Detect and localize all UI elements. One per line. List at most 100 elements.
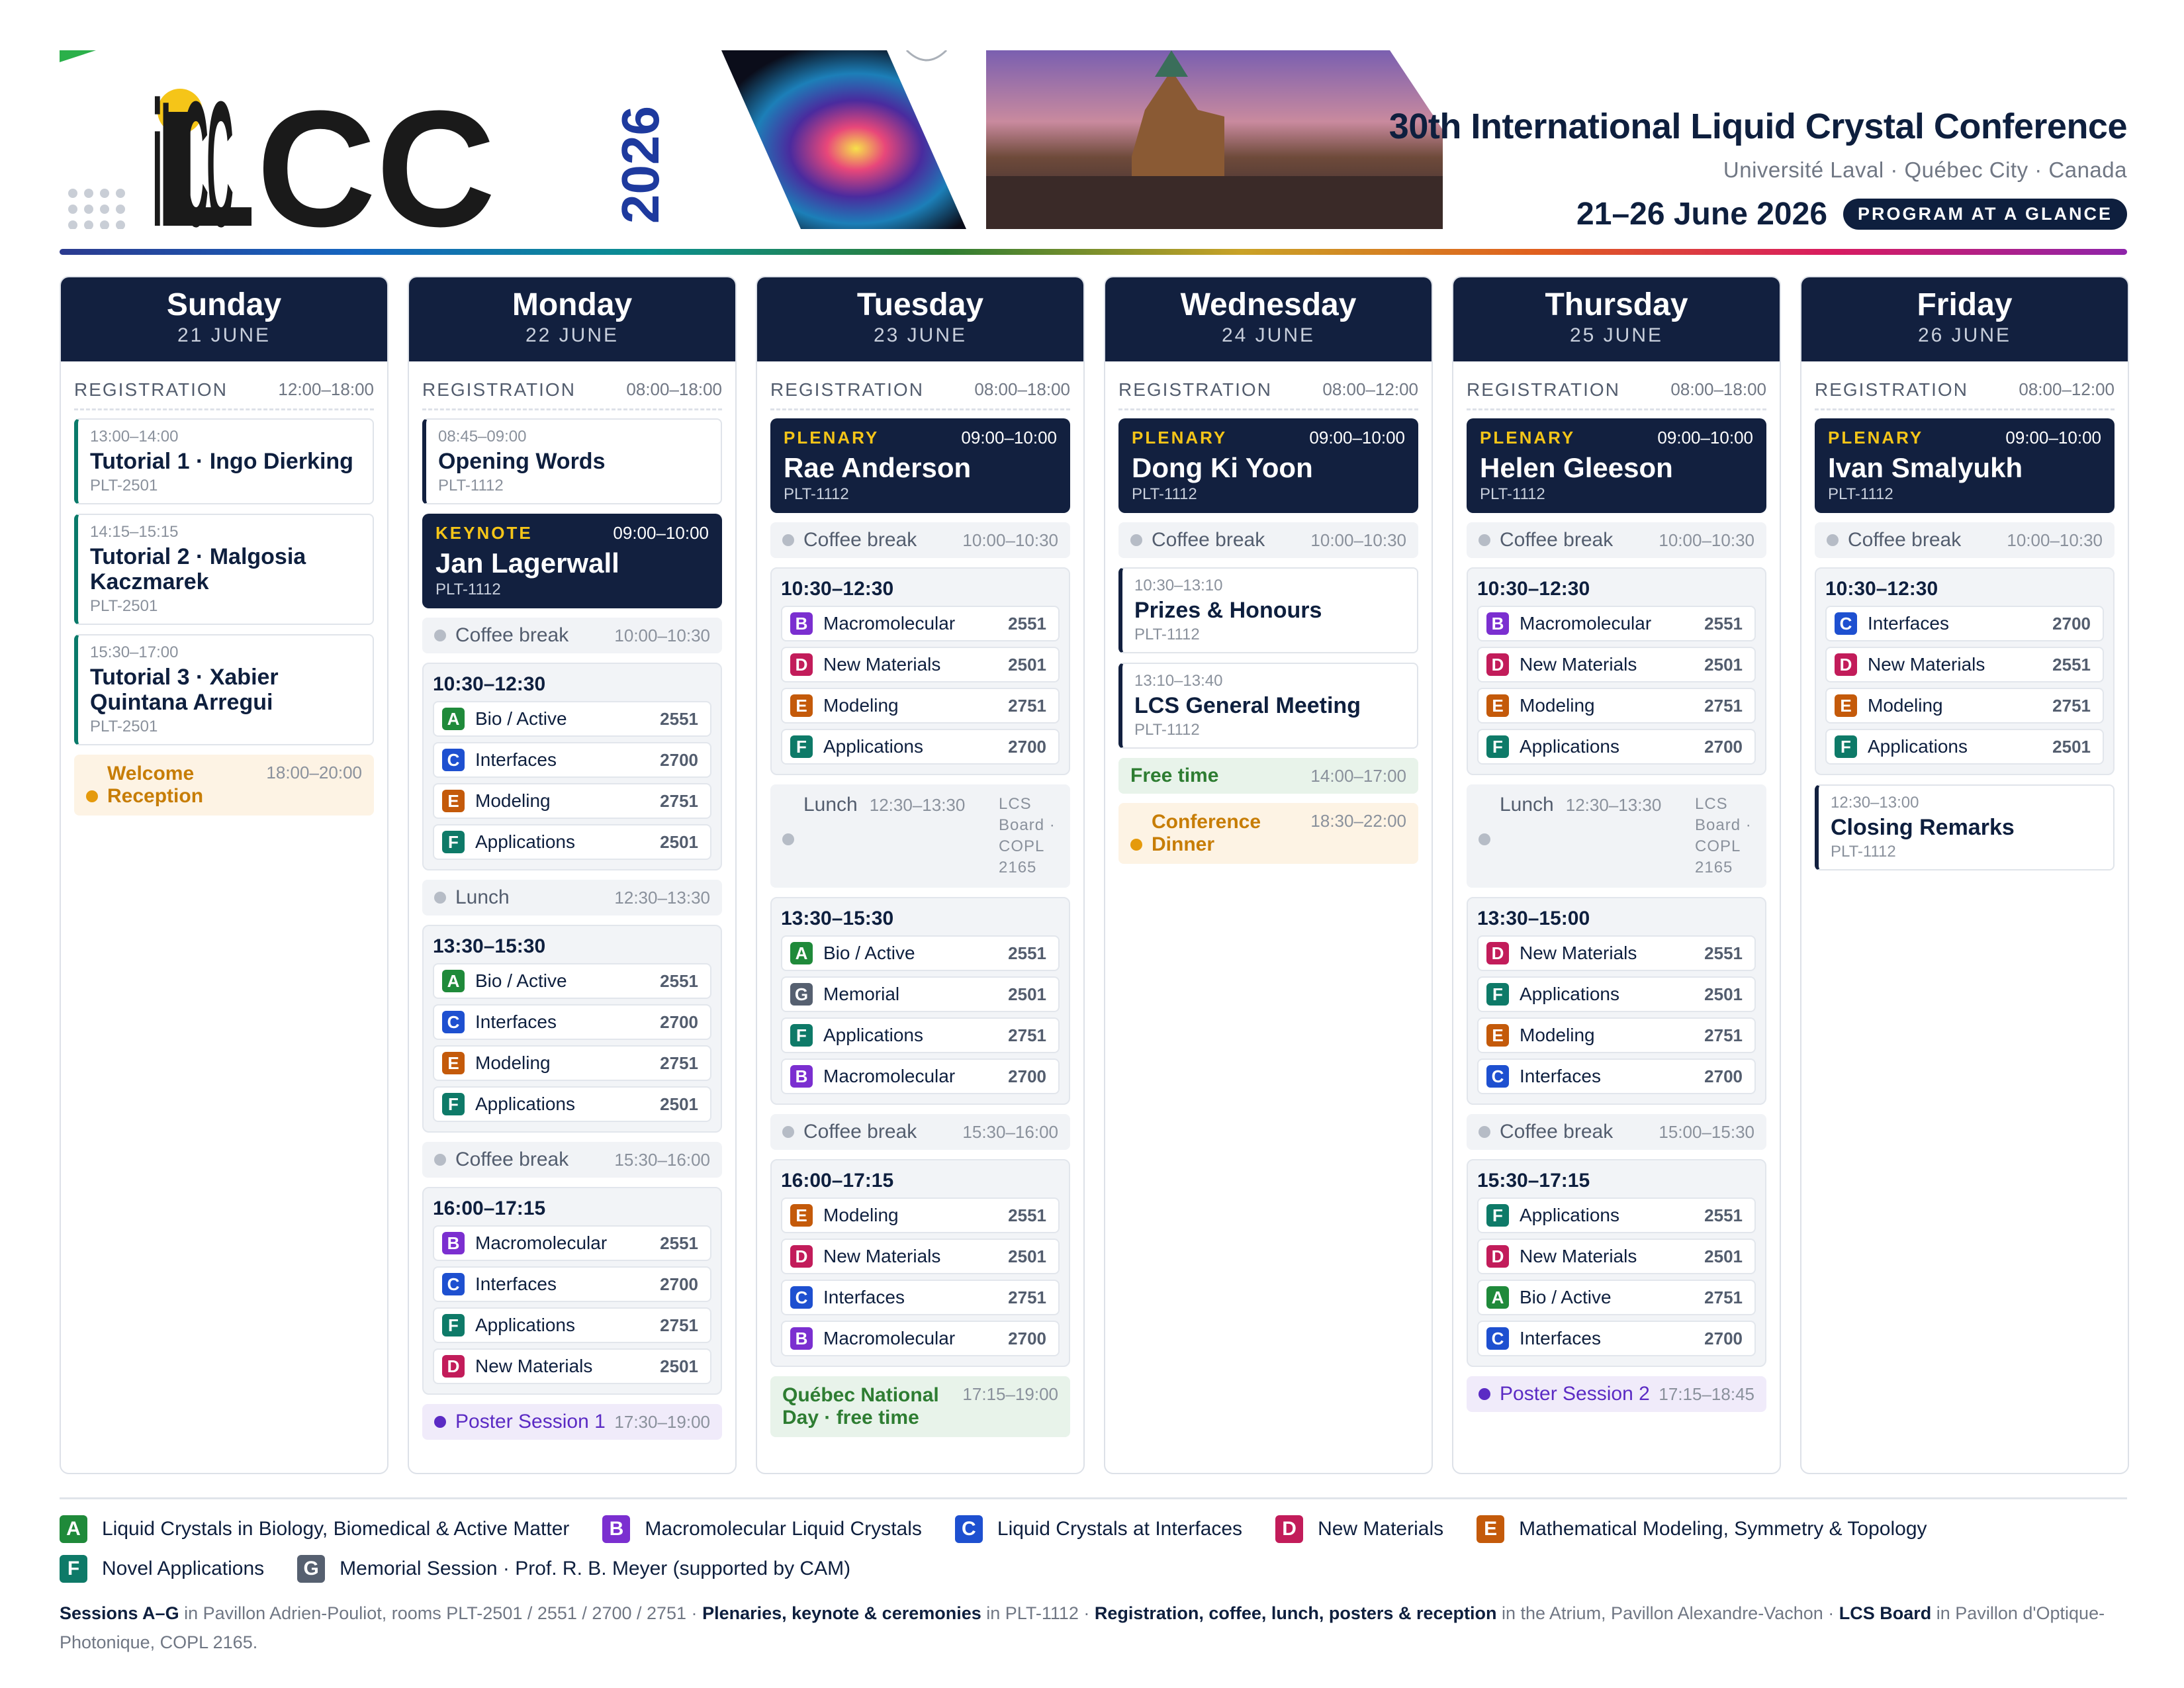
- closing-remarks[interactable]: 12:30–13:00 Closing Remarks PLT-1112: [1815, 784, 2115, 870]
- tutorial-3[interactable]: 15:30–17:00 Tutorial 3 · Xabier Quintana …: [74, 634, 374, 745]
- keynote-card[interactable]: KEYNOTE 09:00–10:00 Jan Lagerwall PLT-1112: [422, 514, 722, 608]
- session-room: 2501: [2052, 736, 2091, 757]
- session-name: Macromolecular: [1520, 613, 1652, 633]
- session-time: 15:30–17:15: [1477, 1170, 1590, 1192]
- session-row[interactable]: B Macromolecular 2551: [781, 606, 1060, 641]
- tutorial-2[interactable]: 14:15–15:15 Tutorial 2 · Malgosia Kaczmar…: [74, 514, 374, 625]
- plenary-card[interactable]: PLENARY 09:00–10:00 Dong Ki Yoon PLT-1112: [1118, 418, 1418, 513]
- session-row[interactable]: D New Materials 2551: [1477, 935, 1756, 971]
- legend-letter-badge: G: [297, 1555, 326, 1583]
- session-row[interactable]: C Interfaces 2700: [433, 742, 711, 778]
- legend-letter-badge: A: [60, 1515, 87, 1543]
- plenary-card[interactable]: PLENARY 09:00–10:00 Ivan Smalyukh PLT-1112: [1815, 418, 2115, 513]
- registration-row: REGISTRATION 08:00–12:00: [1118, 371, 1418, 410]
- session-row[interactable]: A Bio / Active 2751: [1477, 1280, 1756, 1315]
- coffee-break: Coffee break 10:00–10:30: [1815, 522, 2115, 558]
- session-row[interactable]: F Applications 2501: [433, 1086, 711, 1122]
- session-row[interactable]: F Applications 2700: [781, 729, 1060, 765]
- session-name: Bio / Active: [475, 970, 567, 991]
- prizes-honours[interactable]: 10:30–13:10 Prizes & Honours PLT-1112: [1118, 567, 1418, 653]
- session-room: 2501: [660, 831, 698, 852]
- session-row[interactable]: D New Materials 2501: [1477, 647, 1756, 682]
- session-name: New Materials: [1520, 654, 1637, 675]
- session-row[interactable]: C Interfaces 2751: [781, 1280, 1060, 1315]
- legend-item: E Mathematical Modeling, Symmetry & Topol…: [1477, 1515, 1927, 1543]
- session-row[interactable]: C Interfaces 2700: [433, 1004, 711, 1040]
- lcs-general-meeting[interactable]: 13:10–13:40 LCS General Meeting PLT-1112: [1118, 663, 1418, 749]
- coffee-break: Coffee break 10:00–10:30: [1467, 522, 1766, 558]
- plenary-card[interactable]: PLENARY 09:00–10:00 Rae Anderson PLT-1112: [770, 418, 1070, 513]
- session-row[interactable]: D New Materials 2501: [1477, 1239, 1756, 1274]
- session-row[interactable]: E Modeling 2551: [781, 1197, 1060, 1233]
- session-room: 2700: [1704, 1328, 1743, 1348]
- venue-line: Université Laval · Québec City · Canada: [1723, 158, 2127, 182]
- lunch-break: Lunch 12:30–13:30 LCS Board · COPL 2165: [1467, 784, 1766, 888]
- session-row[interactable]: B Macromolecular 2551: [433, 1225, 711, 1261]
- session-room: 2700: [1704, 736, 1743, 757]
- session-letter-badge: E: [790, 694, 813, 717]
- session-name: Interfaces: [1520, 1328, 1601, 1348]
- session-row[interactable]: E Modeling 2751: [781, 688, 1060, 724]
- session-row[interactable]: F Applications 2700: [1477, 729, 1756, 765]
- session-row[interactable]: D New Materials 2501: [433, 1348, 711, 1384]
- session-row[interactable]: E Modeling 2751: [433, 783, 711, 819]
- session-row[interactable]: F Applications 2751: [433, 1307, 711, 1343]
- welcome-reception[interactable]: Welcome Reception 18:00–20:00: [74, 755, 374, 816]
- session-letter-badge: F: [790, 735, 813, 758]
- session-room: 2501: [660, 1094, 698, 1114]
- session-name: New Materials: [1520, 1246, 1637, 1266]
- registration-row: REGISTRATION 08:00–18:00: [1467, 371, 1766, 410]
- session-name: Modeling: [823, 1205, 899, 1225]
- opening-words[interactable]: 08:45–09:00 Opening Words PLT-1112: [422, 418, 722, 504]
- poster-session-1[interactable]: Poster Session 1 17:30–19:00: [422, 1404, 722, 1440]
- session-row[interactable]: E Modeling 2751: [1477, 688, 1756, 724]
- session-row[interactable]: F Applications 2751: [781, 1017, 1060, 1053]
- session-row[interactable]: E Modeling 2751: [1477, 1017, 1756, 1053]
- legend-item: D New Materials: [1275, 1515, 1443, 1543]
- tutorial-1[interactable]: 13:00–14:00 Tutorial 1 · Ingo Dierking PLT…: [74, 418, 374, 504]
- registration-row: REGISTRATION 08:00–18:00: [422, 371, 722, 410]
- session-letter-badge: A: [442, 708, 465, 730]
- session-row[interactable]: D New Materials 2501: [781, 647, 1060, 682]
- conference-dinner[interactable]: Conference Dinner 18:30–22:00: [1118, 803, 1418, 864]
- session-name: Applications: [823, 736, 923, 757]
- session-row[interactable]: D New Materials 2501: [781, 1239, 1060, 1274]
- ilcc-logo: iLCC LCC 2026: [60, 50, 670, 229]
- lcs-board-room: LCS Board · COPL 2165: [1695, 795, 1752, 876]
- session-block: 16:00–17:15 B Macromolecular 2551 C Interface…: [422, 1187, 722, 1395]
- session-row[interactable]: E Modeling 2751: [433, 1045, 711, 1081]
- session-block: 10:30–12:30 C Interfaces 2700 D New Materials…: [1815, 567, 2115, 775]
- dot-grid-icon: [68, 189, 125, 229]
- session-room: 2700: [1008, 1066, 1046, 1086]
- poster-session-2[interactable]: Poster Session 2 17:15–18:45: [1467, 1376, 1766, 1412]
- session-row[interactable]: C Interfaces 2700: [1825, 606, 2104, 641]
- session-row[interactable]: D New Materials 2551: [1825, 647, 2104, 682]
- session-row[interactable]: F Applications 2501: [433, 824, 711, 860]
- legend-label: Memorial Session · Prof. R. B. Meyer (su…: [340, 1558, 851, 1579]
- session-row[interactable]: F Applications 2501: [1825, 729, 2104, 765]
- plenary-card[interactable]: PLENARY 09:00–10:00 Helen Gleeson PLT-1112: [1467, 418, 1766, 513]
- session-row[interactable]: B Macromolecular 2551: [1477, 606, 1756, 641]
- day-column-sunday: Sunday 21 JUNE REGISTRATION 12:00–18:00 1…: [60, 276, 388, 1474]
- day-column-wednesday: Wednesday 24 JUNE REGISTRATION 08:00–12:0…: [1104, 276, 1433, 1474]
- session-row[interactable]: G Memorial 2501: [781, 976, 1060, 1012]
- session-row[interactable]: C Interfaces 2700: [1477, 1058, 1756, 1094]
- session-room: 2551: [1704, 943, 1743, 963]
- session-row[interactable]: A Bio / Active 2551: [433, 963, 711, 999]
- session-row[interactable]: F Applications 2551: [1477, 1197, 1756, 1233]
- session-row[interactable]: B Macromolecular 2700: [781, 1058, 1060, 1094]
- session-room: 2751: [1008, 1025, 1046, 1045]
- session-name: Modeling: [475, 1053, 551, 1073]
- session-row[interactable]: C Interfaces 2700: [433, 1266, 711, 1302]
- session-row[interactable]: F Applications 2501: [1477, 976, 1756, 1012]
- legend-item: C Liquid Crystals at Interfaces: [954, 1515, 1242, 1543]
- session-time: 13:30–15:00: [1477, 908, 1590, 929]
- session-row[interactable]: E Modeling 2751: [1825, 688, 2104, 724]
- session-row[interactable]: A Bio / Active 2551: [781, 935, 1060, 971]
- session-row[interactable]: B Macromolecular 2700: [781, 1321, 1060, 1356]
- session-row[interactable]: C Interfaces 2700: [1477, 1321, 1756, 1356]
- session-letter-badge: F: [1486, 1204, 1509, 1227]
- session-name: Bio / Active: [1520, 1287, 1612, 1307]
- session-name: Interfaces: [1868, 613, 1949, 633]
- session-row[interactable]: A Bio / Active 2551: [433, 701, 711, 737]
